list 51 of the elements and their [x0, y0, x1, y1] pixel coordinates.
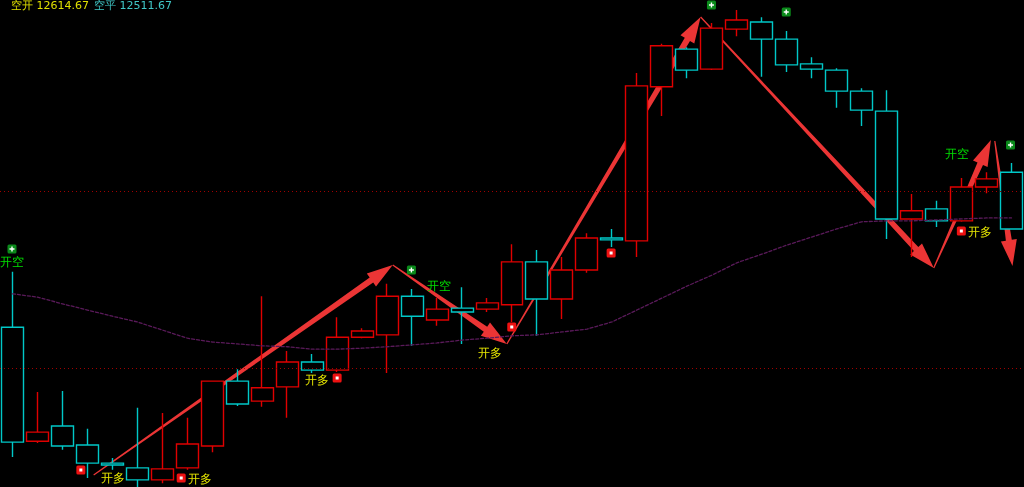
candlestick — [0, 271, 25, 458]
annotation: 开空 — [944, 147, 969, 161]
candlestick — [25, 391, 50, 444]
candlestick — [75, 428, 100, 479]
candlestick — [999, 162, 1024, 230]
candlestick — [774, 30, 799, 73]
candlestick — [899, 193, 924, 258]
candlestick — [375, 283, 400, 374]
candlestick — [849, 87, 874, 127]
candlestick — [699, 22, 724, 71]
candlestick — [974, 171, 999, 194]
candlestick — [400, 288, 425, 347]
candlestick — [949, 177, 974, 223]
candlestick — [50, 390, 75, 451]
annotation: 开多 — [968, 225, 993, 239]
candlestick — [799, 56, 824, 79]
candlestick — [500, 243, 524, 323]
candlestick — [100, 457, 125, 471]
candlestick — [425, 297, 450, 327]
candlestick — [350, 327, 375, 339]
annotation: 开多 — [188, 472, 213, 486]
candlestick — [325, 316, 350, 373]
candlestick — [724, 9, 749, 37]
candlestick — [649, 43, 674, 117]
annotation: 开空 — [427, 279, 452, 293]
candlestick — [225, 368, 250, 407]
candlestick — [874, 89, 899, 240]
candlestick — [574, 232, 599, 274]
candlestick — [300, 353, 325, 374]
annotation: 开多 — [305, 373, 330, 387]
annotation: 开空 — [0, 255, 24, 269]
candlestick — [749, 16, 774, 78]
candlestick — [275, 350, 300, 419]
annotation: 开多 — [478, 346, 503, 360]
candlestick — [924, 200, 949, 228]
annotation: 开多 — [100, 471, 125, 485]
candlestick — [125, 407, 150, 487]
candlestick — [150, 412, 175, 484]
annotation: 空开 12614.67 — [11, 0, 89, 12]
candlestick — [824, 67, 849, 109]
annotation: 空平 12511.67 — [94, 0, 172, 12]
candlestick — [524, 249, 549, 337]
candlestick — [549, 256, 574, 320]
candlestick — [624, 72, 649, 258]
candlestick — [250, 295, 275, 408]
candlestick — [200, 380, 225, 453]
candlestick — [674, 46, 699, 79]
candlestick — [599, 228, 624, 248]
candlestick — [450, 286, 475, 345]
candlestick — [175, 417, 200, 471]
candlestick — [475, 297, 500, 313]
